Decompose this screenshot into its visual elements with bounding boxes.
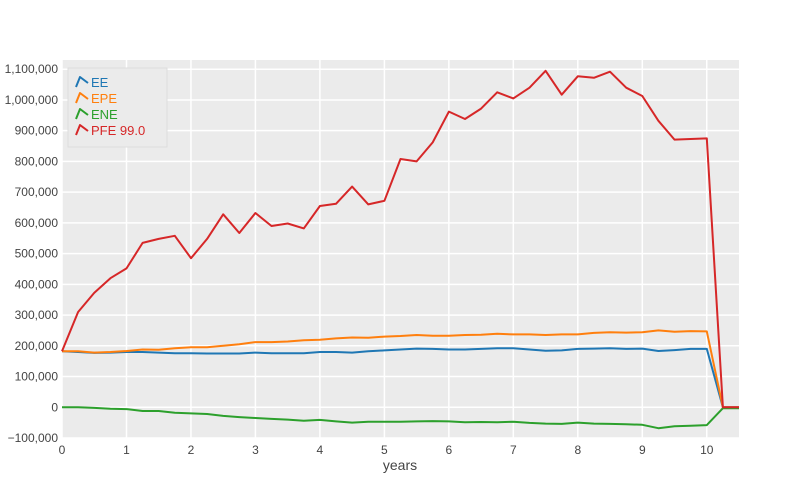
y-tick-label: 200,000	[15, 339, 59, 353]
x-tick-label: 8	[574, 443, 581, 457]
x-tick-label: 6	[446, 443, 453, 457]
plot-area-background	[62, 60, 739, 438]
x-tick-label: 1	[123, 443, 130, 457]
x-axis-title: years	[383, 457, 417, 473]
x-axis-tick-labels: 0 1 2 3 4 5 6 7 8 9 10	[59, 443, 714, 457]
legend-label: EPE	[91, 91, 117, 106]
legend-label: EE	[91, 75, 109, 90]
legend-item-pfe-99-0[interactable]: PFE 99.0	[75, 123, 145, 138]
legend-label: ENE	[91, 107, 118, 122]
legend-item-epe[interactable]: EPE	[75, 91, 117, 106]
legend-label: PFE 99.0	[91, 123, 145, 138]
y-axis-tick-labels: −100,000 0 100,000 200,000 300,000 400,000 500…	[5, 62, 59, 445]
x-tick-label: 9	[639, 443, 646, 457]
x-tick-label: 0	[59, 443, 66, 457]
x-tick-label: 3	[252, 443, 259, 457]
series-line-pfe-99-0	[61, 69, 739, 409]
legend-line-icon	[75, 124, 89, 136]
x-tick-label: 10	[700, 443, 714, 457]
y-tick-label: 400,000	[15, 277, 59, 291]
series-line-epe	[62, 329, 739, 409]
y-tick-label: 0	[51, 400, 58, 414]
y-tick-label: 1,000,000	[5, 93, 59, 107]
y-tick-label: 300,000	[15, 308, 59, 322]
x-tick-label: 5	[381, 443, 388, 457]
y-tick-label: 900,000	[15, 124, 59, 138]
legend-item-ee[interactable]: EE	[75, 75, 109, 90]
y-tick-label: 100,000	[15, 370, 59, 384]
legend-line-icon	[75, 76, 89, 88]
legend-line-icon	[75, 92, 89, 104]
y-tick-label: 700,000	[15, 185, 59, 199]
y-tick-label: 1,100,000	[5, 62, 59, 76]
series-line-ene	[62, 406, 739, 430]
legend-line-icon	[75, 108, 89, 120]
x-tick-label: 2	[188, 443, 195, 457]
y-tick-label: −100,000	[8, 431, 59, 445]
y-tick-label: 800,000	[15, 154, 59, 168]
x-tick-label: 7	[510, 443, 517, 457]
series-line-ee	[61, 347, 739, 409]
x-tick-label: 4	[317, 443, 324, 457]
series-lines	[61, 69, 739, 430]
legend-item-ene[interactable]: ENE	[75, 107, 118, 122]
y-tick-label: 600,000	[15, 216, 59, 230]
y-tick-label: 500,000	[15, 247, 59, 261]
